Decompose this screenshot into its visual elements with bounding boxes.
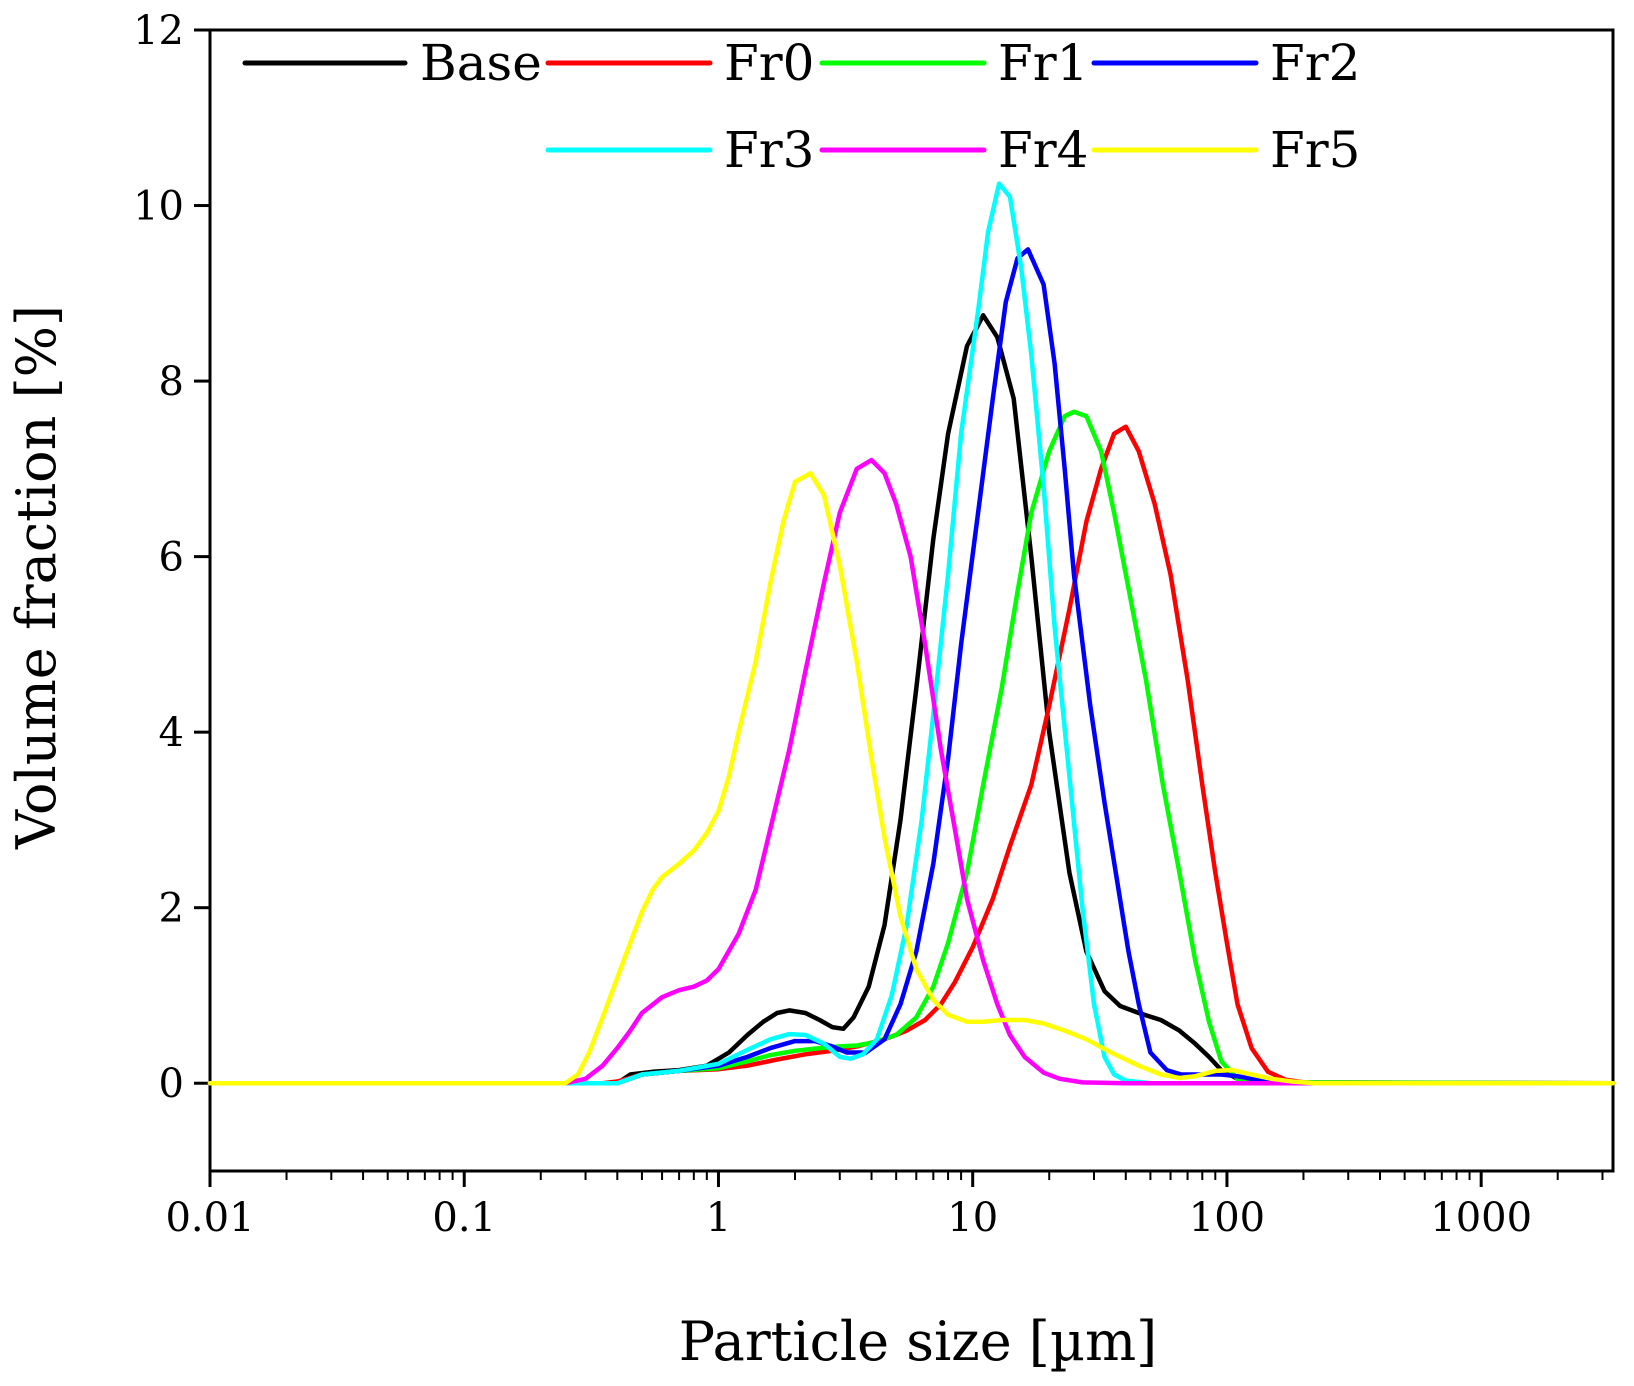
series-line-fr5 — [207, 470, 1616, 1086]
y-tick-label: 6 — [159, 535, 184, 581]
x-tick-label: 0.01 — [165, 1195, 254, 1241]
legend-label-fr4: Fr4 — [998, 121, 1088, 179]
series-line-fr1 — [207, 409, 1616, 1086]
y-tick-label: 0 — [159, 1061, 184, 1107]
y-tick-label: 8 — [159, 359, 184, 405]
series-line-fr0 — [207, 424, 1616, 1086]
series-line-fr3 — [207, 181, 1616, 1086]
legend-label-base: Base — [420, 34, 542, 92]
x-tick-label: 100 — [1189, 1195, 1265, 1241]
legend-label-fr0: Fr0 — [724, 34, 814, 92]
x-axis-title: Particle size [µm] — [679, 1310, 1158, 1373]
legend-label-fr3: Fr3 — [724, 121, 814, 179]
legend-label-fr2: Fr2 — [1270, 34, 1360, 92]
series-line-fr4 — [207, 457, 1616, 1086]
y-tick-label: 12 — [133, 8, 184, 54]
legend-label-fr5: Fr5 — [1270, 121, 1360, 179]
series-line-fr2 — [207, 247, 1616, 1086]
x-tick-label: 1000 — [1430, 1195, 1532, 1241]
plot-frame — [208, 28, 1615, 1173]
x-tick-label: 0.1 — [432, 1195, 496, 1241]
legend-label-fr1: Fr1 — [998, 34, 1088, 92]
x-tick-label: 1 — [706, 1195, 731, 1241]
y-axis-ticks: 0 2 4 6 8 10 12 — [133, 8, 210, 1107]
series-lines — [207, 181, 1616, 1086]
y-tick-label: 4 — [159, 710, 184, 756]
x-tick-label: 10 — [947, 1195, 998, 1241]
y-axis-title: Volume fraction [%] — [5, 305, 68, 850]
y-tick-label: 10 — [133, 184, 184, 230]
y-tick-label: 2 — [159, 886, 184, 932]
x-axis-ticks: 0.01 0.1 1 10 100 1000 — [165, 1171, 1604, 1241]
legend: Base Fr0 Fr1 Fr2 Fr3 Fr4 Fr5 — [242, 34, 1360, 179]
